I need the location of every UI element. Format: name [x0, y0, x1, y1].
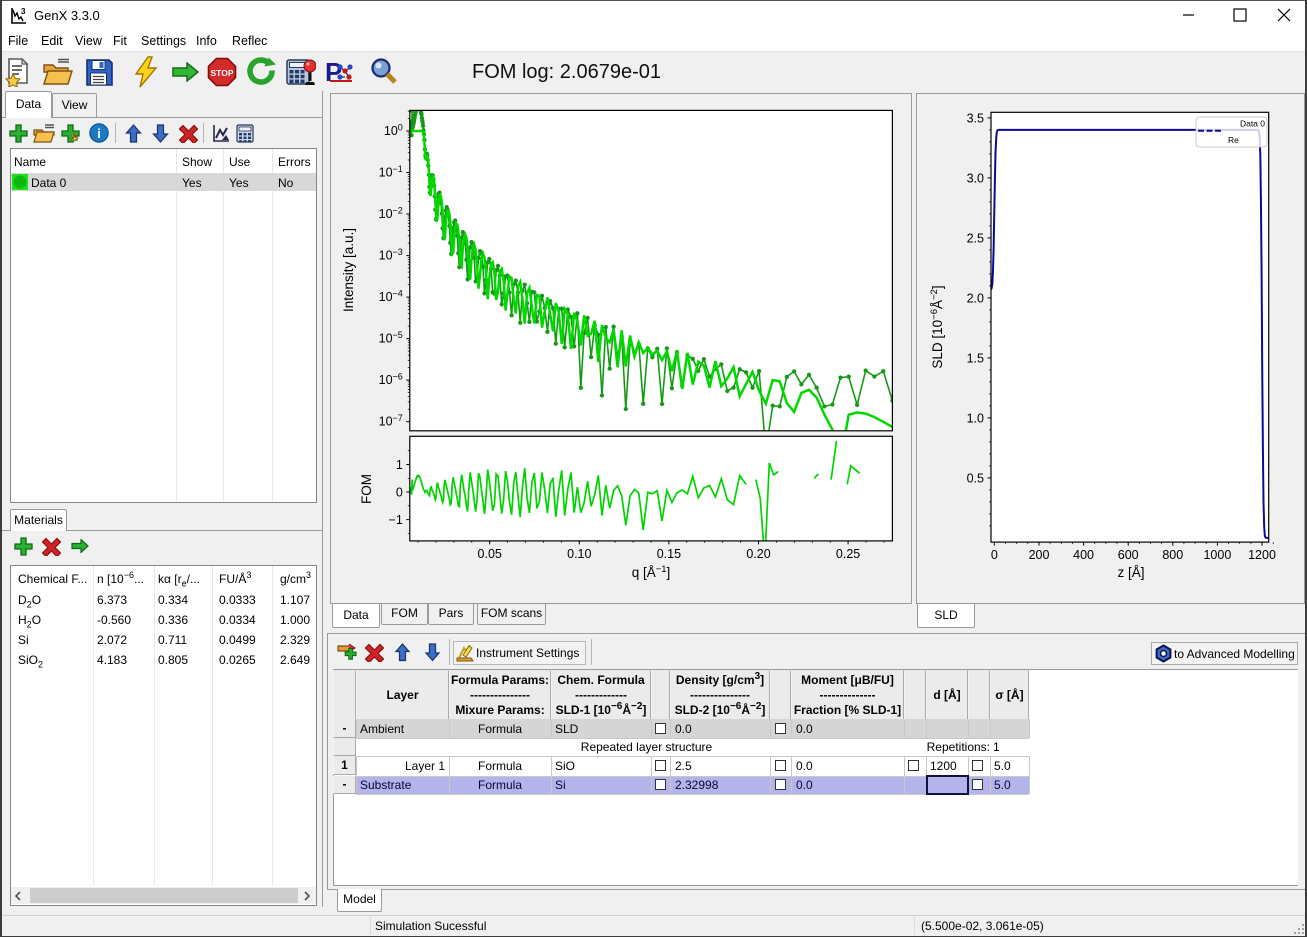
svg-text:1.0: 1.0 — [967, 411, 984, 425]
svg-text:0: 0 — [396, 486, 403, 500]
svg-text:10−3: 10−3 — [379, 247, 403, 263]
svg-text:−1: −1 — [389, 513, 403, 527]
svg-text:3.0: 3.0 — [967, 171, 984, 185]
svg-text:0.5: 0.5 — [967, 471, 984, 485]
svg-text:i: i — [97, 126, 101, 141]
svg-text:10−7: 10−7 — [379, 413, 403, 429]
svg-text:0.15: 0.15 — [657, 547, 681, 561]
svg-text:10−1: 10−1 — [379, 164, 403, 180]
svg-text:0.25: 0.25 — [836, 547, 860, 561]
svg-text:Intensity [a.u.]: Intensity [a.u.] — [341, 228, 356, 312]
svg-text:1000: 1000 — [1203, 548, 1231, 562]
svg-text:800: 800 — [1162, 548, 1183, 562]
svg-text:200: 200 — [1029, 548, 1050, 562]
svg-text:10−2: 10−2 — [379, 206, 403, 222]
svg-text:0.05: 0.05 — [478, 547, 502, 561]
svg-text:P: P — [325, 57, 342, 87]
svg-text:10−4: 10−4 — [379, 289, 403, 305]
svg-text:0.20: 0.20 — [746, 547, 770, 561]
svg-text:1: 1 — [396, 458, 403, 472]
svg-text:600: 600 — [1118, 548, 1139, 562]
svg-text:1.5: 1.5 — [967, 351, 984, 365]
svg-text:3: 3 — [21, 7, 26, 16]
svg-text:400: 400 — [1073, 548, 1094, 562]
svg-text:2.5: 2.5 — [967, 231, 984, 245]
svg-text:z [Å]: z [Å] — [1117, 565, 1144, 580]
svg-text:10−6: 10−6 — [379, 372, 403, 388]
svg-text:0.10: 0.10 — [567, 547, 591, 561]
svg-text:0: 0 — [991, 548, 998, 562]
svg-text:1200: 1200 — [1248, 548, 1276, 562]
svg-text:q [Å−1]: q [Å−1] — [632, 564, 671, 580]
svg-text:FOM: FOM — [359, 474, 374, 504]
svg-text:Re: Re — [1228, 135, 1239, 145]
svg-text:Data 0: Data 0 — [1240, 119, 1265, 129]
svg-text:3.5: 3.5 — [967, 111, 984, 125]
svg-text:10−5: 10−5 — [379, 330, 403, 346]
svg-text:STOP: STOP — [211, 68, 234, 78]
svg-text:SLD [10−6Å−2]: SLD [10−6Å−2] — [929, 285, 945, 368]
svg-text:2.0: 2.0 — [967, 291, 984, 305]
svg-text:100: 100 — [384, 123, 403, 139]
svg-text:S: S — [71, 132, 78, 143]
